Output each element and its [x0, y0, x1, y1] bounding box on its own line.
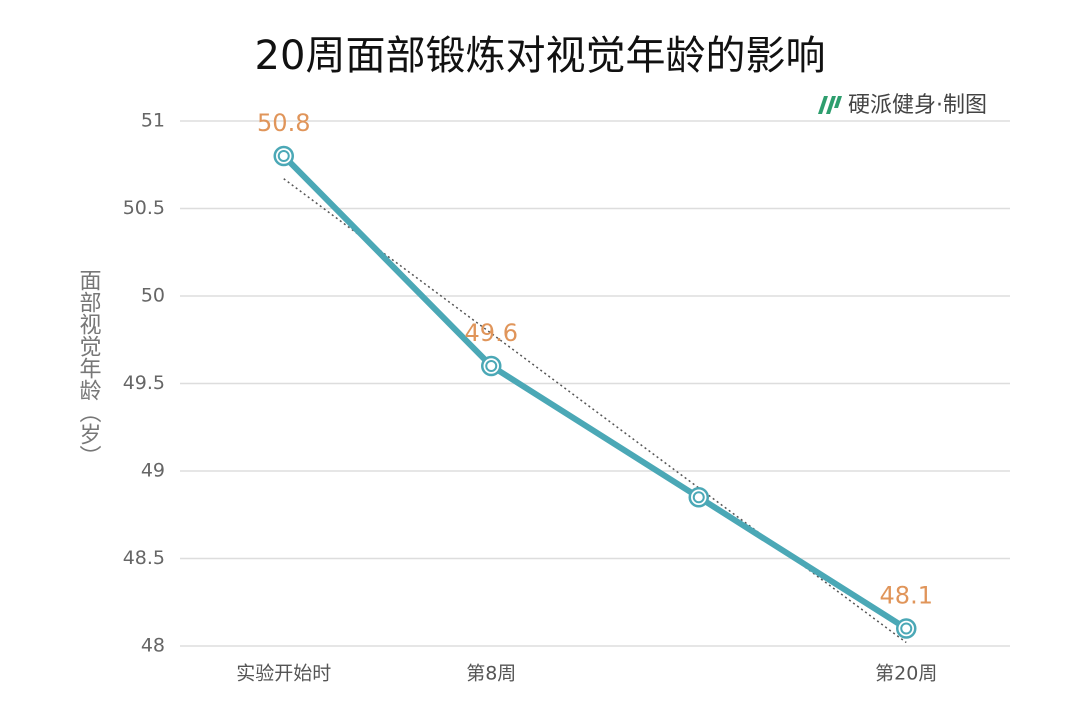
- data-label: 49.6: [465, 319, 518, 347]
- x-tick-label: 第20周: [875, 663, 937, 685]
- y-tick-label: 51: [141, 110, 165, 132]
- y-axis-label: 面部视觉年龄（岁）: [76, 269, 102, 467]
- y-tick-label: 48.5: [123, 547, 165, 569]
- y-tick-label: 49: [141, 460, 165, 482]
- x-tick-label: 实验开始时: [236, 663, 331, 685]
- data-label: 50.8: [257, 109, 310, 137]
- y-tick-label: 48: [141, 635, 165, 657]
- marker-dot: [900, 622, 913, 635]
- marker-dot: [485, 360, 498, 372]
- source: 硬派健身·制图: [848, 93, 987, 118]
- line: [281, 153, 908, 632]
- data-label: 48.1: [880, 582, 933, 610]
- chart-title: 20周面部锻炼对视觉年龄的影响: [255, 33, 826, 79]
- y-tick-label: 49.5: [123, 372, 165, 394]
- source-logo: [818, 96, 842, 114]
- y-tick-label: 50: [141, 285, 165, 307]
- marker-dot: [692, 491, 705, 504]
- marker-dot: [277, 150, 290, 162]
- y-tick-label: 50.5: [123, 197, 165, 219]
- x-tick-label: 第8周: [466, 663, 516, 685]
